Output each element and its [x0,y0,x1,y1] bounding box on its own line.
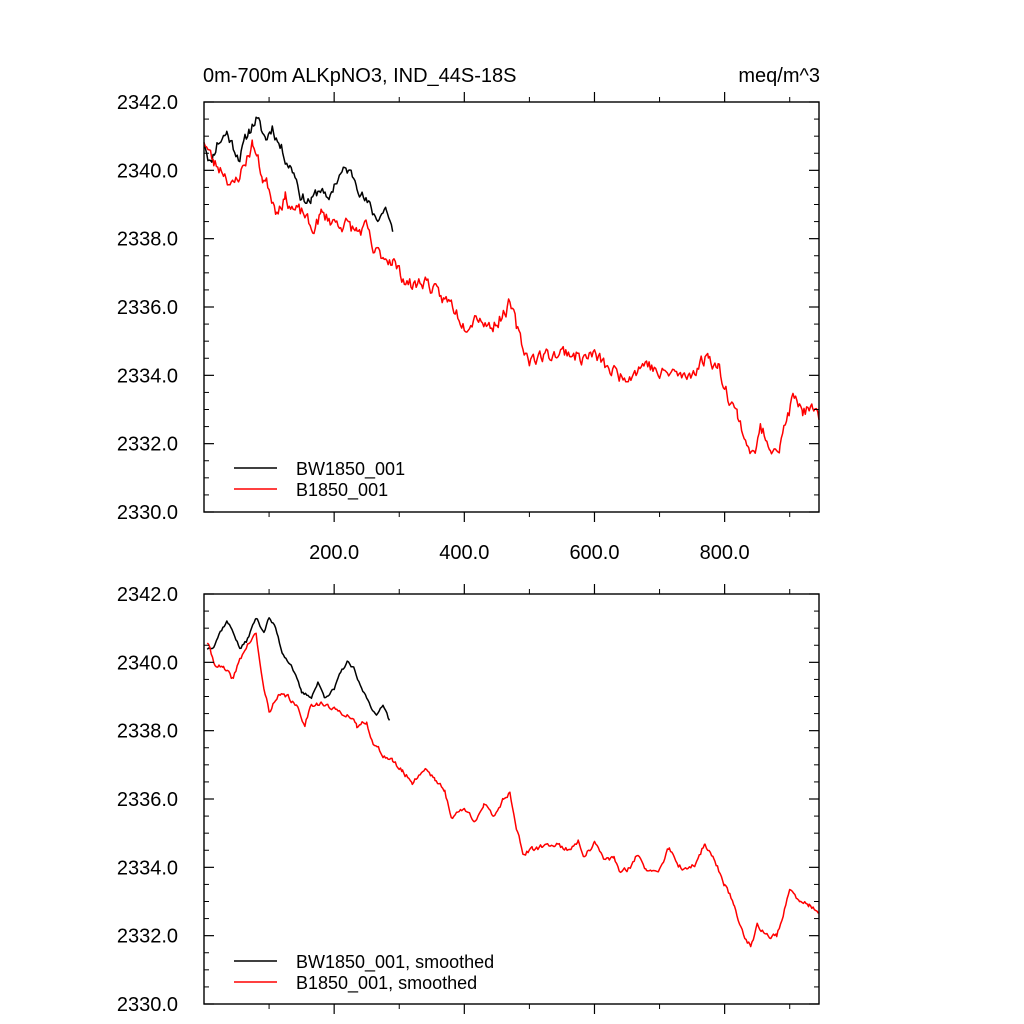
x-tick-label: 600.0 [569,542,619,564]
chart-title-right: meq/m^3 [738,65,820,87]
x-tick-label: 800.0 [700,542,750,564]
x-tick-label: 400.0 [439,542,489,564]
raw-series-lines [203,116,820,455]
series-line-bw1850-001 [203,116,394,232]
y-tick-label: 2336.0 [117,789,178,811]
raw-axes-ticks: 2330.0 2332.0 2334.0 2336.0 2338.0 2340.0 2342… [117,92,819,564]
series-line-b1850-001-smoothed [206,632,820,948]
y-tick-label: 2338.0 [117,229,178,251]
y-tick-label: 2342.0 [117,584,178,606]
smoothed-series-lines [206,617,820,948]
legend-label-bw1850: BW1850_001 [296,459,405,480]
y-tick-label: 2334.0 [117,365,178,387]
legend-label-bw1850-smoothed: BW1850_001, smoothed [296,952,494,973]
y-tick-label: 2332.0 [117,926,178,948]
y-tick-label: 2340.0 [117,652,178,674]
legend-label-b1850-smoothed: B1850_001, smoothed [296,973,477,994]
y-tick-label: 2338.0 [117,721,178,743]
smoothed-legend: BW1850_001, smoothed B1850_001, smoothed [234,952,494,994]
series-line-bw1850-001-smoothed [206,617,391,721]
series-line-b1850-001 [203,139,820,455]
y-tick-label: 2334.0 [117,857,178,879]
y-tick-label: 2332.0 [117,434,178,456]
x-tick-label: 200.0 [309,542,359,564]
y-tick-label: 2342.0 [117,92,178,114]
y-tick-label: 2336.0 [117,297,178,319]
raw-panel: 2330.0 2332.0 2334.0 2336.0 2338.0 2340.0 2342… [117,92,820,564]
smoothed-axes-ticks: 2330.0 2332.0 2334.0 2336.0 2338.0 2340.0 2342… [117,584,819,1016]
y-tick-label: 2340.0 [117,160,178,182]
legend-label-b1850: B1850_001 [296,480,388,501]
smoothed-panel: 2330.0 2332.0 2334.0 2336.0 2338.0 2340.0 2342… [117,584,820,1016]
y-tick-label: 2330.0 [117,502,178,524]
y-tick-label: 2330.0 [117,994,178,1016]
chart-title-left: 0m-700m ALKpNO3, IND_44S-18S [203,65,517,87]
raw-legend: BW1850_001 B1850_001 [234,459,405,501]
